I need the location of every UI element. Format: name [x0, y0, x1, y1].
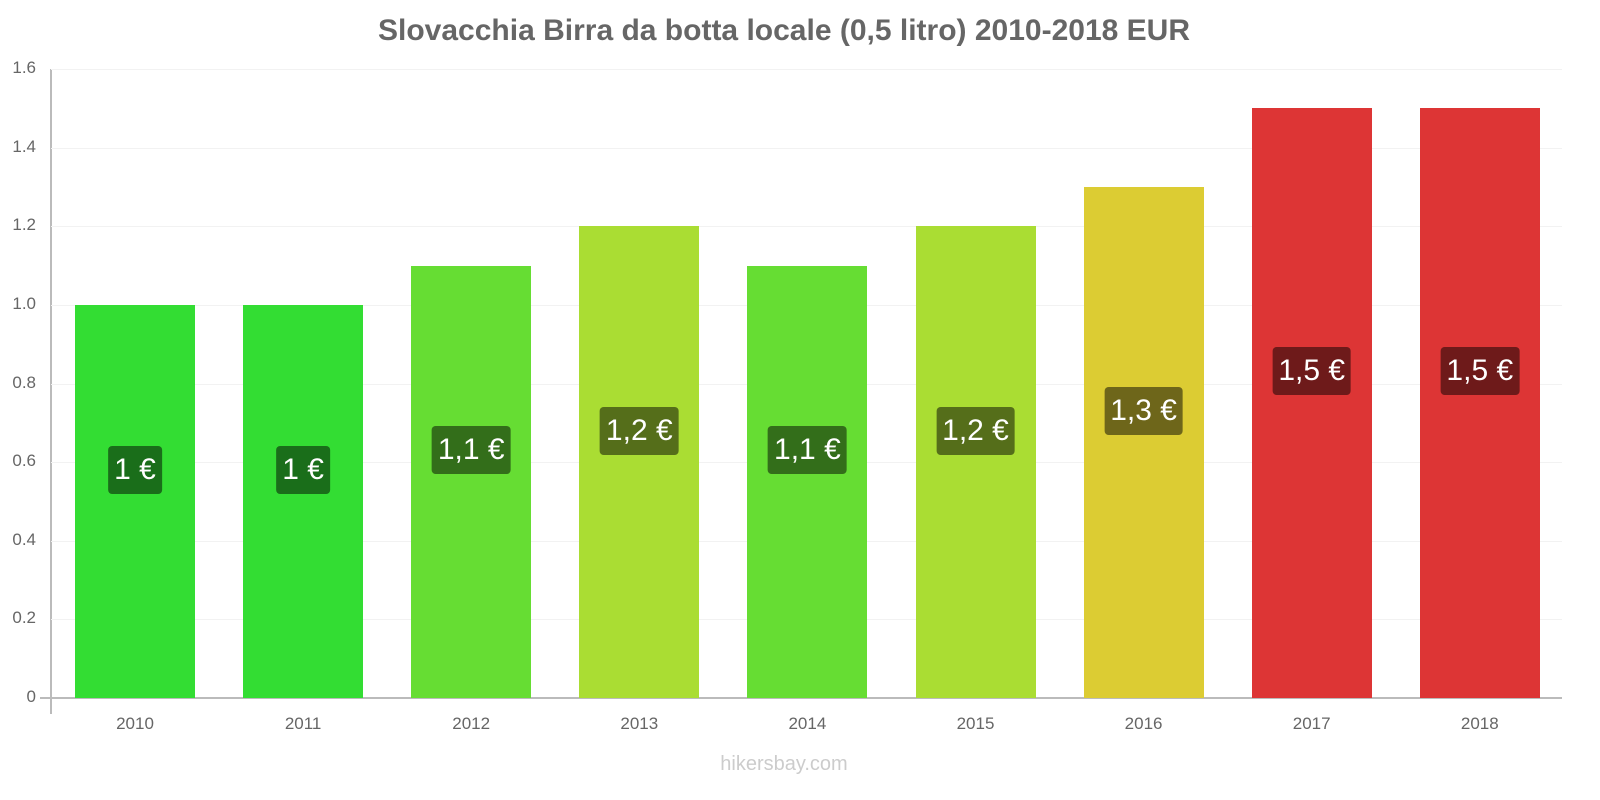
y-tick-label: 0.2: [12, 608, 36, 628]
bar-2014[interactable]: [747, 265, 868, 698]
bar-value-label: 1 €: [108, 446, 162, 494]
x-tick-label: 2010: [116, 714, 154, 733]
bar-2018[interactable]: [1419, 108, 1540, 698]
bar-2017[interactable]: [1251, 108, 1372, 698]
y-tick-label: 0.6: [12, 451, 36, 471]
bar-2010[interactable]: [75, 304, 195, 698]
x-tick-label: 2013: [620, 714, 659, 733]
chart-title: Slovacchia Birra da botta locale (0,5 li…: [378, 14, 1190, 47]
x-axis-line: [40, 697, 1562, 699]
bar-2011[interactable]: [243, 304, 364, 698]
x-tick-label: 2017: [1292, 714, 1331, 733]
bar-value-label: 1,5 €: [1440, 347, 1520, 395]
x-tick-label: 2012: [452, 714, 491, 733]
bar-value-label: 1,3 €: [1104, 387, 1183, 435]
bar-2013[interactable]: [579, 226, 700, 698]
x-tick-label: 2016: [1124, 714, 1163, 733]
y-tick-label: 1.2: [12, 215, 36, 235]
bar-2015[interactable]: [915, 226, 1036, 698]
y-tick-label: 1.6: [12, 58, 36, 77]
bar-value-label: 1,1 €: [768, 426, 847, 474]
gridline: [51, 148, 1562, 149]
bar-2012[interactable]: [411, 265, 532, 698]
y-axis-line: [50, 69, 52, 714]
y-tick-label: 1.0: [12, 293, 36, 313]
bar-value-label: 1,2 €: [936, 407, 1015, 455]
bar-value-label: 1,2 €: [599, 407, 679, 455]
bar-value-label: 1 €: [276, 446, 330, 494]
bar-value-label: 1,1 €: [431, 426, 511, 474]
x-tick-label: 2014: [788, 714, 827, 733]
gridline: [51, 69, 1562, 70]
y-tick-label: 0: [26, 687, 36, 706]
watermark: hikersbay.com: [720, 753, 848, 775]
gridline: [51, 226, 1562, 227]
bar-value-label: 1,5 €: [1272, 347, 1352, 395]
y-tick-label: 1.4: [12, 136, 36, 156]
x-tick-label: 2011: [284, 714, 322, 733]
bar-2016[interactable]: [1083, 186, 1204, 698]
y-tick-label: 0.4: [12, 529, 36, 549]
x-tick-label: 2018: [1460, 714, 1499, 733]
y-tick-label: 0.8: [12, 372, 36, 392]
x-tick-label: 2015: [956, 714, 995, 733]
